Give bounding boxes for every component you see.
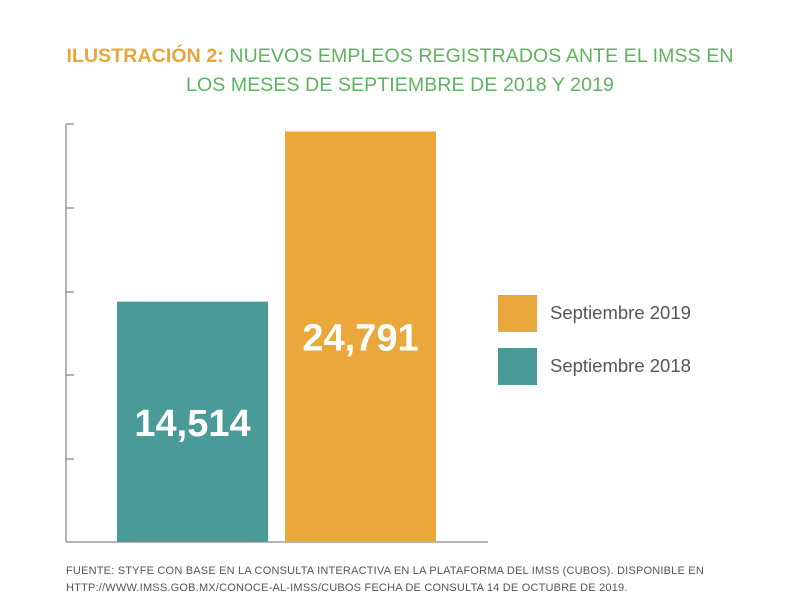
bar bbox=[285, 131, 436, 542]
source-line2: HTTP://WWW.IMSS.GOB.MX/CONOCE-AL-IMSS/CU… bbox=[66, 582, 628, 594]
chart-title-line2: LOS MESES DE SEPTIEMBRE DE 2018 Y 2019 bbox=[186, 74, 614, 96]
legend-label: Septiembre 2019 bbox=[550, 302, 691, 323]
legend: Septiembre 2019 Septiembre 2018 bbox=[498, 295, 691, 385]
chart-title: ILUSTRACIÓN 2: NUEVOS EMPLEOS REGISTRADO… bbox=[0, 42, 800, 100]
legend-label: Septiembre 2018 bbox=[550, 355, 691, 376]
chart-title-text: NUEVOS EMPLEOS REGISTRADOS ANTE EL IMSS … bbox=[229, 45, 734, 67]
chart-title-line1: ILUSTRACIÓN 2: NUEVOS EMPLEOS REGISTRADO… bbox=[0, 42, 800, 71]
bar-data-label: 24,791 bbox=[302, 318, 418, 360]
bars: 14,514 24,791 bbox=[117, 131, 436, 542]
chart-title-prefix: ILUSTRACIÓN 2: bbox=[66, 45, 224, 67]
bar-data-label: 14,514 bbox=[134, 403, 250, 445]
bar bbox=[117, 301, 268, 542]
source-line1: FUENTE: STYFE CON BASE EN LA CONSULTA IN… bbox=[66, 565, 704, 577]
legend-swatch bbox=[498, 348, 537, 385]
legend-swatch bbox=[498, 295, 537, 332]
source-note: FUENTE: STYFE CON BASE EN LA CONSULTA IN… bbox=[66, 563, 766, 597]
